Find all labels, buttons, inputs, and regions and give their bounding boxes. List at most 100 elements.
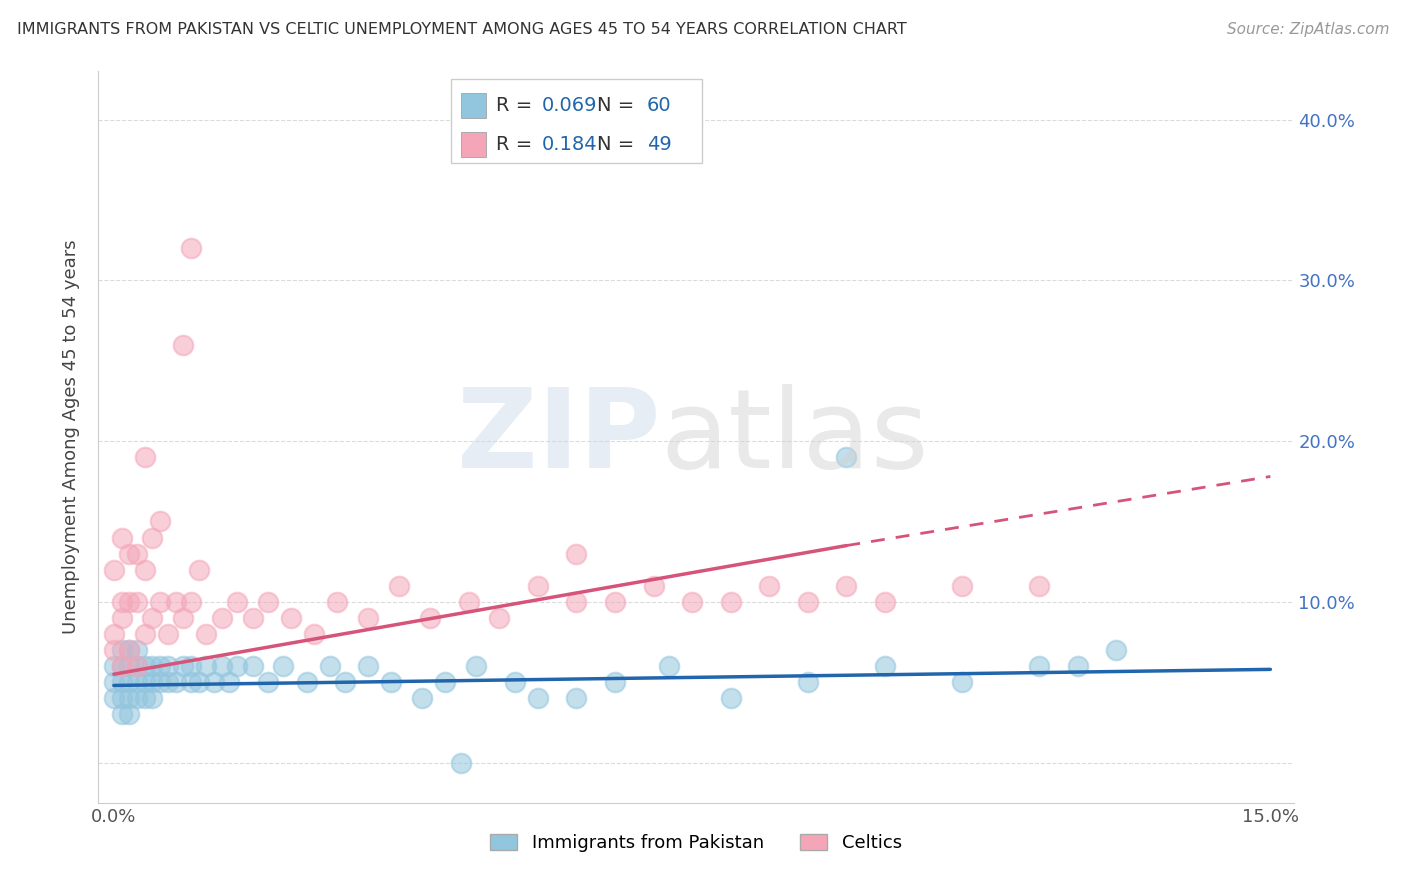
Point [110, 675, 132, 690]
Point [242, 611, 264, 625]
Point [419, 611, 441, 625]
Point [1105, 643, 1128, 657]
Point [1028, 579, 1050, 593]
Point [304, 627, 326, 641]
Point [434, 675, 457, 690]
Point [388, 579, 411, 593]
Point [118, 707, 141, 722]
Point [211, 611, 233, 625]
Point [280, 611, 302, 625]
Point [149, 515, 172, 529]
Text: atlas: atlas [661, 384, 928, 491]
Point [141, 659, 163, 673]
Point [380, 675, 402, 690]
Point [565, 691, 588, 706]
Point [503, 675, 526, 690]
Point [172, 337, 194, 351]
Point [465, 659, 488, 673]
Point [134, 691, 156, 706]
Point [319, 659, 342, 673]
Point [134, 563, 156, 577]
Point [125, 595, 148, 609]
Point [950, 675, 973, 690]
Point [172, 659, 194, 673]
Point [156, 659, 179, 673]
Point [457, 595, 479, 609]
Point [357, 659, 380, 673]
Point [603, 675, 626, 690]
Point [357, 611, 380, 625]
Point [103, 675, 125, 690]
Point [118, 547, 141, 561]
Point [118, 659, 141, 673]
Point [180, 659, 202, 673]
Point [118, 675, 141, 690]
Point [165, 675, 187, 690]
Point [1066, 659, 1088, 673]
Point [187, 563, 209, 577]
Point [110, 659, 132, 673]
Point [326, 595, 349, 609]
Point [141, 611, 163, 625]
Point [257, 675, 280, 690]
Point [411, 691, 433, 706]
Point [110, 531, 132, 545]
Point [527, 691, 550, 706]
Point [257, 595, 280, 609]
Point [273, 659, 295, 673]
Point [720, 691, 742, 706]
Point [180, 241, 202, 255]
Point [488, 611, 510, 625]
Point [125, 547, 148, 561]
Point [950, 579, 973, 593]
Point [125, 675, 148, 690]
Point [141, 531, 163, 545]
Point [242, 659, 264, 673]
Point [110, 643, 132, 657]
Point [720, 595, 742, 609]
Point [156, 627, 179, 641]
Text: IMMIGRANTS FROM PAKISTAN VS CELTIC UNEMPLOYMENT AMONG AGES 45 TO 54 YEARS CORREL: IMMIGRANTS FROM PAKISTAN VS CELTIC UNEMP… [17, 22, 907, 37]
Point [226, 659, 249, 673]
Point [202, 675, 225, 690]
Point [125, 643, 148, 657]
Point [118, 595, 141, 609]
Point [643, 579, 665, 593]
Point [110, 691, 132, 706]
Point [797, 675, 820, 690]
Point [873, 595, 896, 609]
Point [110, 659, 132, 673]
Point [118, 643, 141, 657]
Point [134, 675, 156, 690]
Point [103, 643, 125, 657]
Point [125, 659, 148, 673]
Point [180, 675, 202, 690]
Point [103, 691, 125, 706]
Point [658, 659, 681, 673]
Point [103, 563, 125, 577]
Point [156, 675, 179, 690]
Point [758, 579, 780, 593]
Point [565, 547, 588, 561]
Point [681, 595, 703, 609]
Point [565, 595, 588, 609]
Point [149, 595, 172, 609]
Point [873, 659, 896, 673]
Y-axis label: Unemployment Among Ages 45 to 54 years: Unemployment Among Ages 45 to 54 years [62, 240, 80, 634]
Point [149, 675, 172, 690]
Point [195, 627, 218, 641]
Point [835, 579, 858, 593]
Point [125, 691, 148, 706]
Point [125, 659, 148, 673]
Point [333, 675, 356, 690]
Point [797, 595, 820, 609]
Point [134, 627, 156, 641]
Point [149, 659, 172, 673]
Point [450, 756, 472, 770]
Point [295, 675, 318, 690]
Point [187, 675, 209, 690]
Point [103, 659, 125, 673]
Point [141, 691, 163, 706]
Point [118, 691, 141, 706]
Point [180, 595, 202, 609]
